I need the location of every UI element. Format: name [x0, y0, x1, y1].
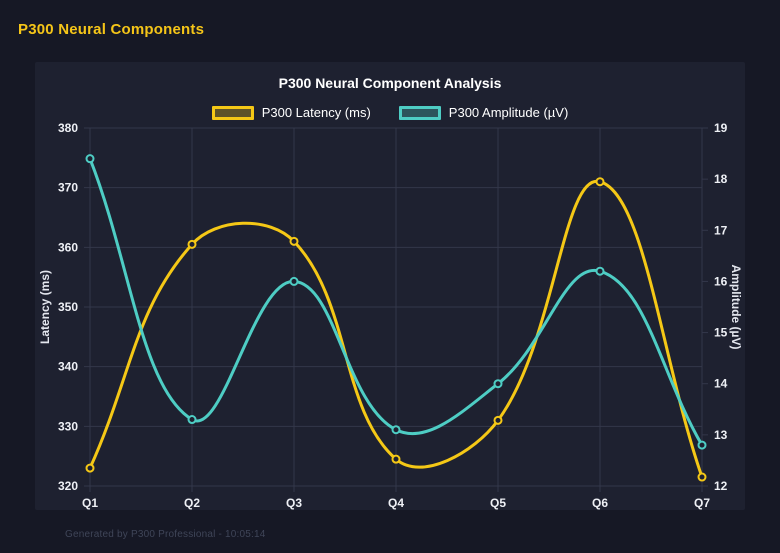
left-axis-tick-label: 380: [58, 121, 78, 135]
data-point-marker[interactable]: [289, 276, 299, 286]
right-axis-tick-label: 15: [714, 326, 728, 340]
right-axis-tick-label: 19: [714, 121, 728, 135]
data-point-marker[interactable]: [187, 415, 197, 425]
data-point-marker[interactable]: [391, 454, 401, 464]
data-point-marker[interactable]: [595, 266, 605, 276]
chart-legend: P300 Latency (ms) P300 Amplitude (µV): [35, 105, 745, 120]
data-point-marker[interactable]: [85, 154, 95, 164]
chart-panel: P300 Neural Component Analysis P300 Late…: [35, 62, 745, 510]
data-point-marker[interactable]: [289, 236, 299, 246]
left-axis-tick-label: 370: [58, 181, 78, 195]
legend-label: P300 Latency (ms): [261, 105, 371, 120]
chart-title: P300 Neural Component Analysis: [278, 75, 502, 91]
x-axis-tick-label: Q3: [286, 496, 302, 510]
right-axis-tick-label: 17: [714, 223, 728, 237]
data-point-marker[interactable]: [493, 415, 503, 425]
data-point-marker[interactable]: [187, 239, 197, 249]
right-axis-tick-label: 16: [714, 274, 728, 288]
x-axis-tick-label: Q4: [388, 496, 404, 510]
left-axis-tick-label: 340: [58, 360, 78, 374]
x-axis-tick-label: Q7: [694, 496, 710, 510]
x-axis-tick-label: Q6: [592, 496, 608, 510]
data-point-marker[interactable]: [493, 379, 503, 389]
left-axis-tick-label: 330: [58, 419, 78, 433]
data-point-marker[interactable]: [697, 472, 707, 482]
left-axis-tick-label: 350: [58, 300, 78, 314]
legend-swatch: [211, 105, 254, 120]
data-point-marker[interactable]: [595, 177, 605, 187]
right-axis-tick-label: 13: [714, 428, 728, 442]
data-point-marker[interactable]: [697, 440, 707, 450]
left-axis-tick-label: 360: [58, 240, 78, 254]
left-axis-title: Latency (ms): [38, 270, 52, 344]
x-axis-tick-label: Q5: [490, 496, 506, 510]
legend-item[interactable]: P300 Amplitude (µV): [398, 105, 569, 120]
right-axis-tick-label: 14: [714, 377, 728, 391]
right-axis-title: Amplitude (µV): [729, 265, 743, 350]
page-title: P300 Neural Components: [18, 21, 205, 38]
legend-label: P300 Amplitude (µV): [448, 105, 569, 120]
legend-swatch: [398, 105, 441, 120]
footer-text: Generated by P300 Professional - 10:05:1…: [65, 529, 266, 540]
data-point-marker[interactable]: [391, 425, 401, 435]
plot-svg[interactable]: 320 330 340 350 360 370 380 12 13 14 15 16 17 18 19 Q1 Q…: [35, 62, 745, 510]
legend-item[interactable]: P300 Latency (ms): [211, 105, 371, 120]
right-axis-tick-label: 12: [714, 479, 728, 493]
data-point-marker[interactable]: [85, 463, 95, 473]
x-axis-tick-label: Q2: [184, 496, 200, 510]
right-axis-tick-label: 18: [714, 172, 728, 186]
left-axis-tick-label: 320: [58, 479, 78, 493]
x-axis-tick-label: Q1: [82, 496, 98, 510]
